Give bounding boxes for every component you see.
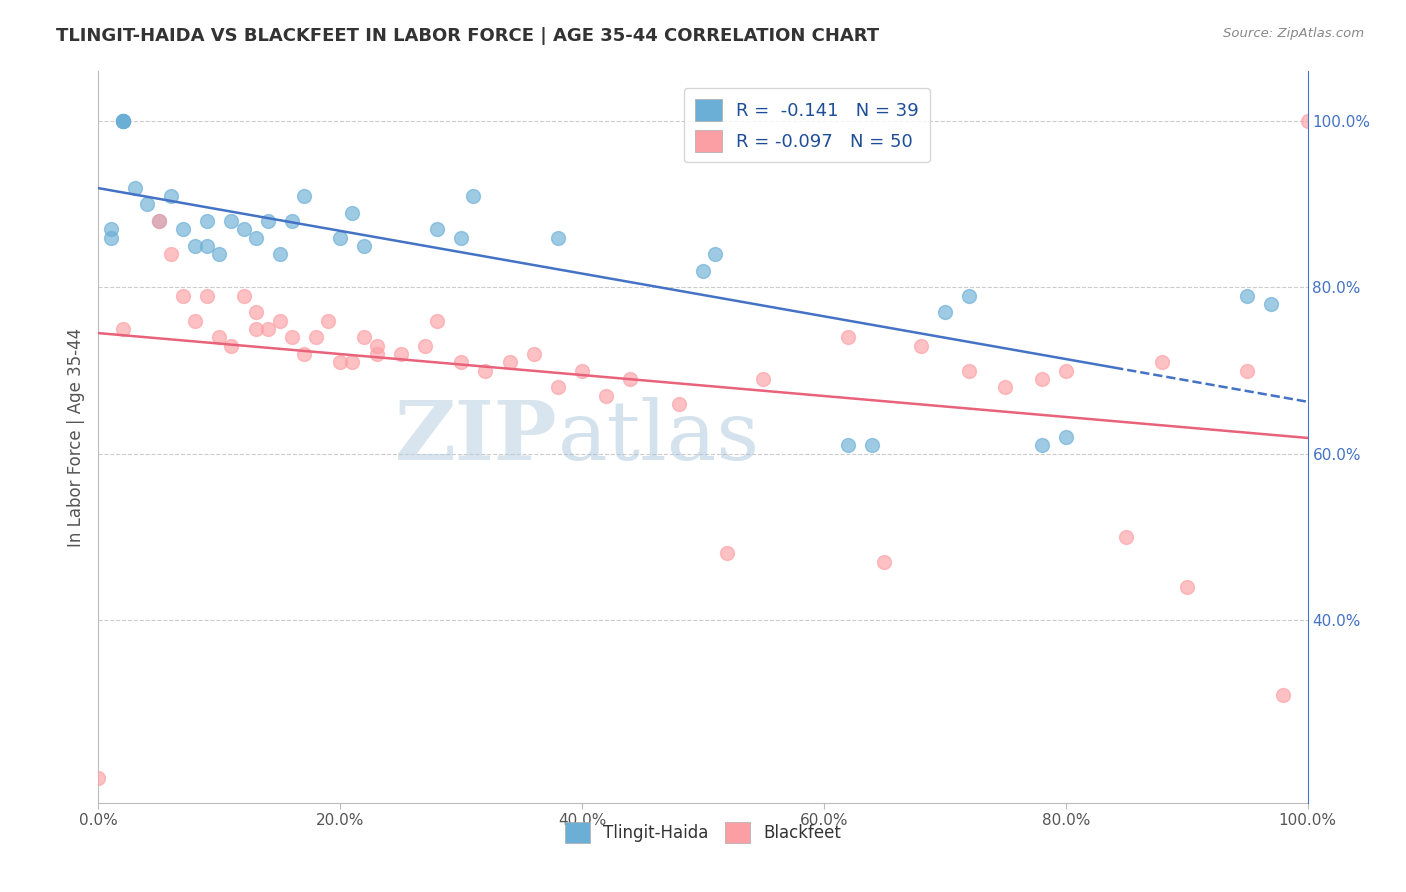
Point xyxy=(305,330,328,344)
Point xyxy=(329,230,352,244)
Point xyxy=(474,363,496,377)
Point xyxy=(426,314,449,328)
Point xyxy=(619,372,641,386)
Point xyxy=(269,247,291,261)
Point xyxy=(232,289,254,303)
Point xyxy=(752,372,775,386)
Point xyxy=(148,214,170,228)
Point xyxy=(208,330,231,344)
Point xyxy=(184,314,207,328)
Point xyxy=(595,388,617,402)
Point xyxy=(329,355,352,369)
Point xyxy=(860,438,883,452)
Point xyxy=(1031,438,1053,452)
Point xyxy=(1236,363,1258,377)
Point xyxy=(692,264,714,278)
Point xyxy=(1175,580,1198,594)
Point xyxy=(523,347,546,361)
Point xyxy=(245,322,267,336)
Point xyxy=(1152,355,1174,369)
Point xyxy=(389,347,412,361)
Point xyxy=(910,338,932,352)
Point xyxy=(450,230,472,244)
Point xyxy=(111,114,134,128)
Point xyxy=(256,214,278,228)
Point xyxy=(873,555,896,569)
Point xyxy=(281,330,304,344)
Point xyxy=(668,397,690,411)
Point xyxy=(957,363,980,377)
Point xyxy=(353,330,375,344)
Point xyxy=(124,180,146,194)
Point xyxy=(269,314,291,328)
Point xyxy=(195,239,218,253)
Point xyxy=(426,222,449,236)
Point xyxy=(232,222,254,236)
Point xyxy=(292,347,315,361)
Text: atlas: atlas xyxy=(558,397,761,477)
Point xyxy=(281,214,304,228)
Point xyxy=(1054,363,1077,377)
Point xyxy=(1054,430,1077,444)
Point xyxy=(111,114,134,128)
Point xyxy=(547,380,569,394)
Point xyxy=(148,214,170,228)
Point xyxy=(87,771,110,785)
Point xyxy=(221,338,243,352)
Point xyxy=(704,247,727,261)
Point xyxy=(195,289,218,303)
Point xyxy=(111,114,134,128)
Point xyxy=(366,347,388,361)
Point xyxy=(366,338,388,352)
Point xyxy=(837,438,859,452)
Point xyxy=(716,546,738,560)
Point xyxy=(1031,372,1053,386)
Point xyxy=(353,239,375,253)
Point xyxy=(160,189,183,203)
Text: Source: ZipAtlas.com: Source: ZipAtlas.com xyxy=(1223,27,1364,40)
Point xyxy=(245,230,267,244)
Point xyxy=(221,214,243,228)
Text: ZIP: ZIP xyxy=(395,397,558,477)
Point xyxy=(256,322,278,336)
Point xyxy=(172,222,194,236)
Point xyxy=(934,305,956,319)
Point xyxy=(498,355,520,369)
Point xyxy=(100,222,122,236)
Point xyxy=(135,197,157,211)
Point xyxy=(1272,688,1295,702)
Y-axis label: In Labor Force | Age 35-44: In Labor Force | Age 35-44 xyxy=(66,327,84,547)
Point xyxy=(160,247,183,261)
Point xyxy=(413,338,436,352)
Point xyxy=(1115,530,1137,544)
Point xyxy=(547,230,569,244)
Point xyxy=(184,239,207,253)
Point xyxy=(195,214,218,228)
Point xyxy=(957,289,980,303)
Point xyxy=(1260,297,1282,311)
Point xyxy=(1236,289,1258,303)
Point xyxy=(111,322,134,336)
Point xyxy=(316,314,339,328)
Point xyxy=(111,114,134,128)
Point xyxy=(994,380,1017,394)
Point xyxy=(342,205,364,219)
Point xyxy=(1296,114,1319,128)
Point xyxy=(342,355,364,369)
Point xyxy=(208,247,231,261)
Point xyxy=(100,230,122,244)
Legend: Tlingit-Haida, Blackfeet: Tlingit-Haida, Blackfeet xyxy=(558,815,848,849)
Point xyxy=(245,305,267,319)
Point xyxy=(463,189,485,203)
Point xyxy=(450,355,472,369)
Point xyxy=(837,330,859,344)
Point xyxy=(172,289,194,303)
Point xyxy=(571,363,593,377)
Point xyxy=(292,189,315,203)
Text: TLINGIT-HAIDA VS BLACKFEET IN LABOR FORCE | AGE 35-44 CORRELATION CHART: TLINGIT-HAIDA VS BLACKFEET IN LABOR FORC… xyxy=(56,27,879,45)
